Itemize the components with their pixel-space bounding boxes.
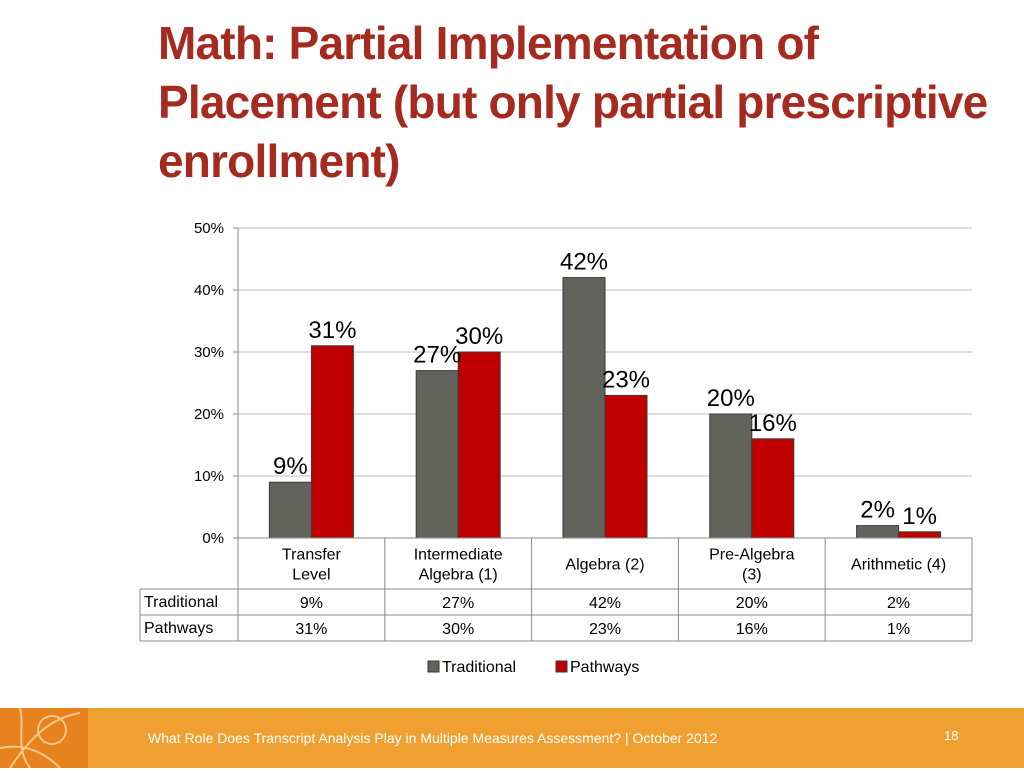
footer-text: What Role Does Transcript Analysis Play … xyxy=(148,730,718,746)
legend-label-traditional: Traditional xyxy=(442,659,516,676)
y-tick-label: 40% xyxy=(194,282,224,299)
table-cell: 20% xyxy=(736,595,768,612)
data-label-pathways: 23% xyxy=(602,366,650,393)
y-tick-label: 20% xyxy=(194,406,224,423)
bar-traditional xyxy=(415,370,459,539)
bar-pathways xyxy=(751,438,795,539)
x-tick-label: (3) xyxy=(742,567,762,584)
data-label-traditional: 2% xyxy=(860,497,895,524)
table-cell: 2% xyxy=(887,595,910,612)
table-cell: 16% xyxy=(736,621,768,638)
y-tick-label: 30% xyxy=(194,344,224,361)
bar-traditional xyxy=(562,277,606,539)
legend-swatch-pathways xyxy=(555,660,568,673)
y-tick-label: 0% xyxy=(202,530,224,547)
bar-pathways xyxy=(898,531,942,539)
data-label-traditional: 27% xyxy=(413,342,461,369)
data-label-traditional: 42% xyxy=(560,249,608,276)
table-row-header: Pathways xyxy=(144,620,213,637)
bar-traditional xyxy=(856,525,900,539)
x-tick-label: Algebra (2) xyxy=(565,557,644,574)
page-number: 18 xyxy=(944,728,959,743)
data-label-pathways: 30% xyxy=(455,323,503,350)
bar-pathways xyxy=(457,351,501,539)
x-tick-label: Pre-Algebra xyxy=(709,547,794,564)
data-label-pathways: 16% xyxy=(749,410,797,437)
data-label-traditional: 9% xyxy=(273,453,308,480)
bar-pathways xyxy=(310,345,354,539)
bar-pathways xyxy=(604,394,648,539)
bar-chart: 0%10%20%30%40%50%9%31%27%30%42%23%20%16%… xyxy=(139,220,973,676)
slide-title: Math: Partial Implementation of Placemen… xyxy=(158,17,988,187)
table-cell: 27% xyxy=(442,595,474,612)
x-tick-label: Level xyxy=(292,567,330,584)
legend-label-pathways: Pathways xyxy=(570,659,639,676)
table-cell: 31% xyxy=(295,621,327,638)
x-tick-label: Arithmetic (4) xyxy=(851,557,946,574)
table-cell: 9% xyxy=(300,595,323,612)
x-tick-label: Transfer xyxy=(282,547,342,564)
data-label-traditional: 20% xyxy=(707,385,755,412)
x-tick-label: Algebra (1) xyxy=(419,567,498,584)
data-label-pathways: 31% xyxy=(308,317,356,344)
footer-bar: What Role Does Transcript Analysis Play … xyxy=(0,707,1024,769)
bar-traditional xyxy=(268,481,312,539)
logo-icon xyxy=(0,707,88,769)
table-cell: 30% xyxy=(442,621,474,638)
x-tick-label: Intermediate xyxy=(414,547,503,564)
y-tick-label: 10% xyxy=(194,468,224,485)
legend-swatch-traditional xyxy=(427,660,440,673)
data-label-pathways: 1% xyxy=(902,503,937,530)
bar-traditional xyxy=(709,413,753,539)
table-row-header: Traditional xyxy=(144,594,218,611)
table-cell: 1% xyxy=(887,621,910,638)
y-tick-label: 50% xyxy=(194,220,224,237)
table-cell: 42% xyxy=(589,595,621,612)
table-cell: 23% xyxy=(589,621,621,638)
